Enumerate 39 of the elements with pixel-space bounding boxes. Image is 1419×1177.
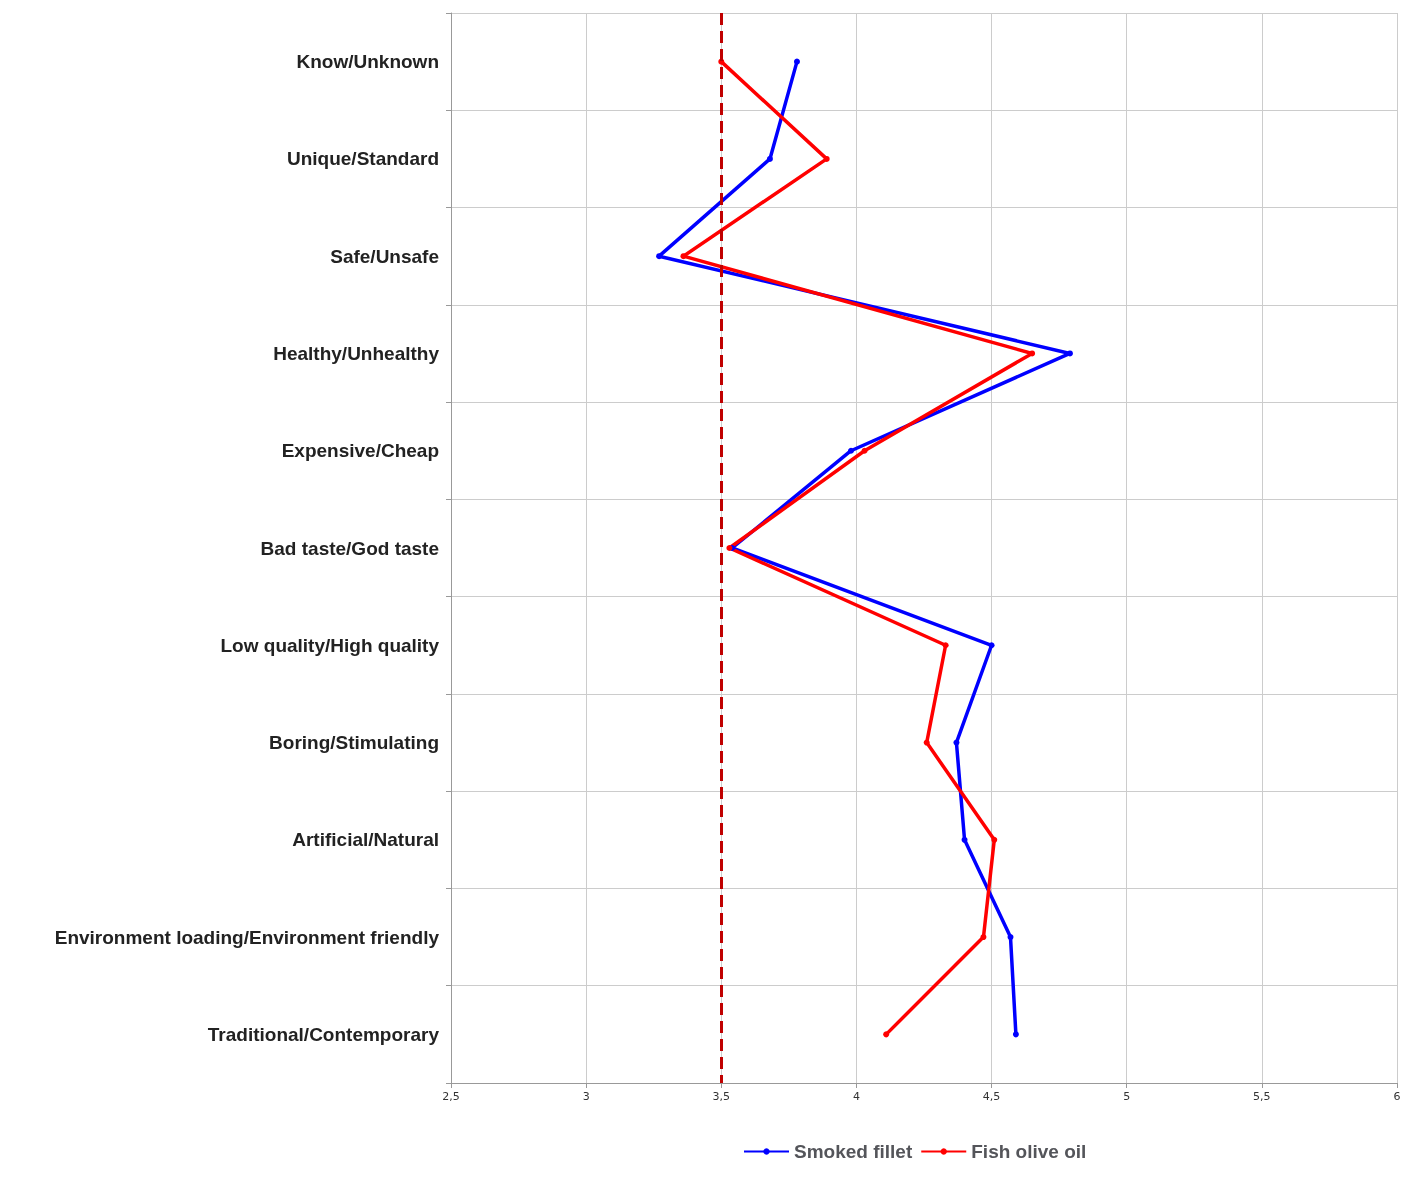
point bbox=[656, 253, 663, 260]
point bbox=[991, 836, 998, 843]
point bbox=[861, 447, 868, 454]
legend-label: Fish olive oil bbox=[971, 1141, 1087, 1162]
point bbox=[793, 58, 800, 65]
x-tick-label: 5 bbox=[1123, 1090, 1131, 1103]
point bbox=[961, 836, 968, 843]
point bbox=[1066, 350, 1073, 357]
point bbox=[942, 642, 949, 649]
point bbox=[680, 253, 687, 260]
point bbox=[953, 739, 960, 746]
point bbox=[823, 155, 830, 162]
legend-label: Smoked fillet bbox=[794, 1141, 913, 1162]
x-tick-label: 3,5 bbox=[712, 1090, 731, 1103]
y-tick-label: Expensive/Cheap bbox=[281, 440, 439, 462]
y-tick-label: Know/Unknown bbox=[296, 51, 439, 73]
point bbox=[848, 447, 855, 454]
point bbox=[883, 1031, 890, 1038]
y-tick-label: Environment loading/Environment friendly bbox=[54, 926, 440, 948]
x-tick-label: 4 bbox=[852, 1090, 860, 1103]
y-tick-label: Bad taste/God taste bbox=[260, 537, 439, 559]
point bbox=[1029, 350, 1036, 357]
y-tick-label: Traditional/Contemporary bbox=[207, 1023, 440, 1045]
x-tick-label: 4,5 bbox=[982, 1090, 1001, 1103]
y-tick-label: Low quality/High quality bbox=[220, 634, 440, 656]
point bbox=[988, 642, 995, 649]
point bbox=[766, 155, 773, 162]
point bbox=[1007, 934, 1014, 941]
x-tick-label: 2,5 bbox=[442, 1090, 460, 1103]
point bbox=[980, 934, 987, 941]
y-tick-label: Boring/Stimulating bbox=[269, 732, 439, 754]
y-tick-label: Artificial/Natural bbox=[292, 829, 439, 851]
x-tick-label: 5,5 bbox=[1253, 1090, 1271, 1103]
point bbox=[1012, 1031, 1019, 1038]
x-tick-label: 3 bbox=[582, 1090, 590, 1103]
y-tick-label: Unique/Standard bbox=[286, 148, 439, 170]
y-tick-label: Healthy/Unhealthy bbox=[273, 342, 440, 364]
y-tick-label: Safe/Unsafe bbox=[330, 245, 439, 267]
x-tick-label: 6 bbox=[1393, 1090, 1401, 1103]
